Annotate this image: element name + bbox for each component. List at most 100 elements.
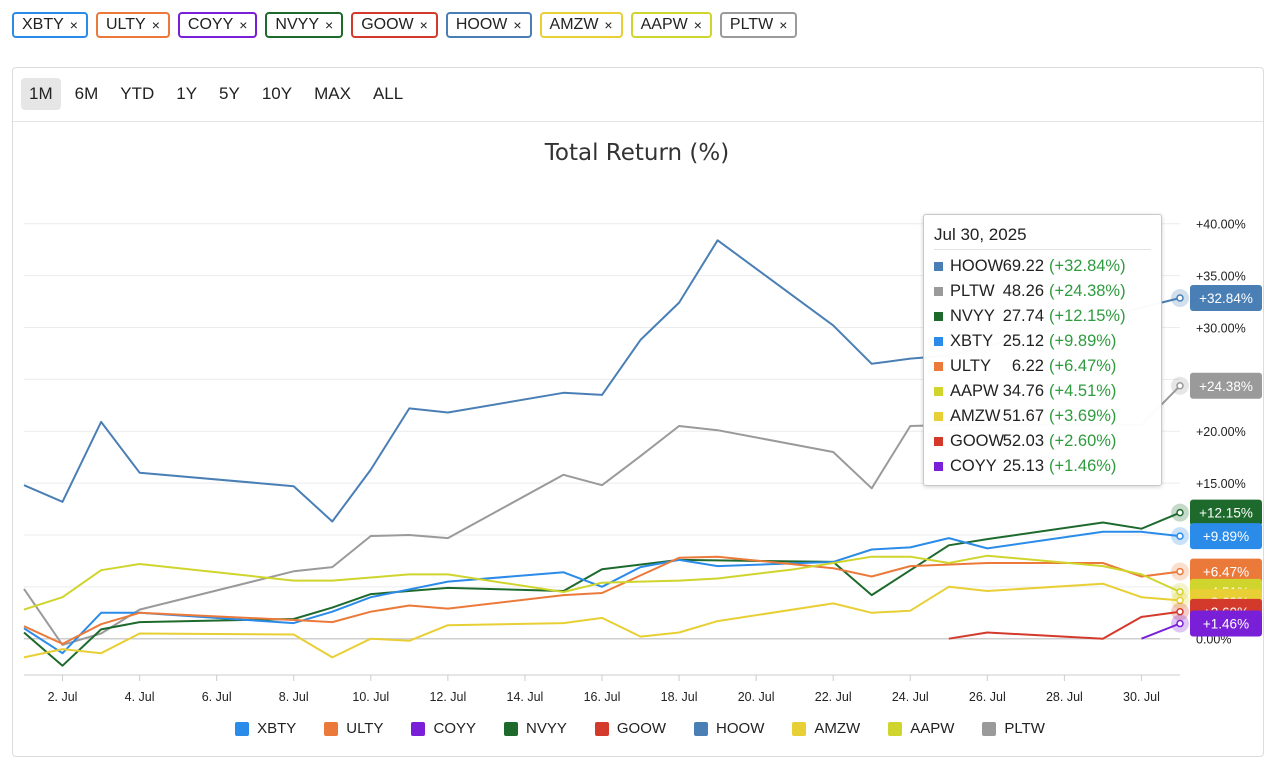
chart-panel: 1M 6M YTD 1Y 5Y 10Y MAX ALL xyxy=(12,67,1264,757)
x-tick-label: 22. Jul xyxy=(815,690,852,704)
tooltip-symbol: GOOW xyxy=(950,432,1005,450)
ticker-chip-label: HOOW xyxy=(455,16,508,33)
legend-item-ulty[interactable]: ULTY xyxy=(324,720,383,737)
tooltip-symbol: HOOW xyxy=(950,257,1004,275)
ticker-chip-xbty[interactable]: XBTY × xyxy=(12,12,88,38)
series-end-label: +6.47% xyxy=(1203,565,1249,580)
tooltip-row: NVYY 27.74 (+12.15%) xyxy=(934,304,1151,329)
series-line-ulty xyxy=(23,555,1181,645)
legend-swatch xyxy=(888,721,903,736)
legend-label: NVYY xyxy=(526,720,567,737)
x-tick-label: 28. Jul xyxy=(1046,690,1083,704)
range-button-1m[interactable]: 1M xyxy=(21,78,61,110)
x-tick-label: 12. Jul xyxy=(429,690,466,704)
tooltip-symbol: ULTY xyxy=(950,357,991,375)
x-tick-label: 24. Jul xyxy=(892,690,929,704)
tooltip-value: 48.26 xyxy=(1002,282,1044,300)
close-icon[interactable]: × xyxy=(513,17,522,33)
series-end-point xyxy=(1176,619,1184,628)
ticker-chip-coyy[interactable]: COYY × xyxy=(177,12,258,38)
range-button-max[interactable]: MAX xyxy=(314,84,351,103)
series-end-label-bg xyxy=(1190,285,1262,312)
close-icon[interactable]: × xyxy=(419,17,428,33)
close-icon[interactable]: × xyxy=(325,17,334,33)
tooltip-value: 34.76 xyxy=(1002,382,1044,400)
ticker-chip-label: NVYY xyxy=(275,16,319,33)
ticker-chip-goow[interactable]: GOOW × xyxy=(351,12,438,38)
chart-tooltip: Jul 30, 2025 HOOW 69.22 (+32.84%) PLTW 48.26… xyxy=(923,214,1162,486)
close-icon[interactable]: × xyxy=(239,17,248,33)
series-line-pltw xyxy=(23,385,1181,646)
range-button-6m[interactable]: 6M xyxy=(74,84,99,103)
close-icon[interactable]: × xyxy=(151,17,160,33)
tooltip-swatch xyxy=(934,387,943,396)
range-button-1y[interactable]: 1Y xyxy=(176,84,198,103)
x-tick-label: 26. Jul xyxy=(969,690,1006,704)
legend-item-nvyy[interactable]: NVYY xyxy=(504,720,567,737)
legend-label: XBTY xyxy=(257,720,297,737)
legend-item-goow[interactable]: GOOW xyxy=(594,720,666,737)
ticker-chip-label: ULTY xyxy=(105,16,146,33)
series-end-point xyxy=(1176,607,1184,616)
range-button-all[interactable]: ALL xyxy=(372,84,404,103)
close-icon[interactable]: × xyxy=(693,17,702,33)
legend-item-pltw[interactable]: PLTW xyxy=(982,720,1045,737)
range-button-10y[interactable]: 10Y xyxy=(261,84,293,103)
series-end-label: +1.46% xyxy=(1203,617,1249,632)
ticker-chip-hoow[interactable]: HOOW × xyxy=(445,12,532,38)
ticker-chip-aapw[interactable]: AAPW × xyxy=(630,12,712,38)
ticker-chip-nvyy[interactable]: NVYY × xyxy=(265,12,344,38)
tooltip-value: 25.13 xyxy=(1002,457,1044,475)
series-end-label-bg xyxy=(1190,523,1262,550)
tooltip-row: GOOW 52.03 (+2.60%) xyxy=(934,429,1151,454)
tooltip-value: 52.03 xyxy=(1002,432,1044,450)
legend-item-hoow[interactable]: HOOW xyxy=(694,720,764,737)
x-tick-label: 20. Jul xyxy=(738,690,775,704)
series-line-hoow xyxy=(23,239,1181,523)
tooltip-symbol: NVYY xyxy=(950,307,995,325)
tooltip-swatch xyxy=(934,362,943,371)
legend-item-coyy[interactable]: COYY xyxy=(411,720,476,737)
ticker-chip-label: AMZW xyxy=(549,16,599,33)
x-tick-label: 30. Jul xyxy=(1123,690,1160,704)
panel-divider xyxy=(13,121,1263,122)
ticker-chip-pltw[interactable]: PLTW × xyxy=(719,12,798,38)
legend-item-aapw[interactable]: AAPW xyxy=(888,720,954,737)
legend-label: ULTY xyxy=(346,720,384,737)
ticker-chip-ulty[interactable]: ULTY × xyxy=(95,12,170,38)
x-tick-label: 18. Jul xyxy=(661,690,698,704)
legend-label: AAPW xyxy=(910,720,955,737)
tooltip-change: (+32.84%) xyxy=(1049,257,1126,275)
legend-label: COYY xyxy=(433,720,476,737)
ticker-chip-label: PLTW xyxy=(729,16,774,33)
legend-label: AMZW xyxy=(814,720,861,737)
legend-swatch xyxy=(235,721,250,736)
range-button-5y[interactable]: 5Y xyxy=(219,84,240,103)
close-icon[interactable]: × xyxy=(604,17,613,33)
x-tick-label: 2. Jul xyxy=(48,690,78,704)
range-button-ytd[interactable]: YTD xyxy=(120,84,155,103)
legend-item-amzw[interactable]: AMZW xyxy=(792,720,860,737)
legend-swatch xyxy=(504,721,518,736)
tooltip-row: HOOW 69.22 (+32.84%) xyxy=(934,254,1151,279)
tooltip-symbol: AAPW xyxy=(950,382,999,400)
series-end-label: +24.38% xyxy=(1199,379,1253,394)
legend-item-xbty[interactable]: XBTY xyxy=(235,720,296,737)
x-tick-label: 4. Jul xyxy=(125,690,155,704)
tooltip-symbol: PLTW xyxy=(950,282,995,300)
close-icon[interactable]: × xyxy=(69,17,78,33)
legend-swatch xyxy=(411,721,426,736)
tooltip-date: Jul 30, 2025 xyxy=(934,225,1151,250)
series-end-point xyxy=(1176,567,1184,576)
ticker-chip-amzw[interactable]: AMZW × xyxy=(539,12,623,38)
series-line-amzw xyxy=(23,582,1181,659)
x-tick-label: 6. Jul xyxy=(202,690,232,704)
series-end-label: +32.84% xyxy=(1199,291,1253,306)
x-tick-label: 16. Jul xyxy=(584,690,621,704)
series-end-point xyxy=(1176,532,1184,540)
series-end-point xyxy=(1176,596,1184,605)
y-tick-label: +40.00% xyxy=(1196,218,1246,232)
tooltip-value: 69.22 xyxy=(1002,257,1044,275)
close-icon[interactable]: × xyxy=(779,17,788,33)
tooltip-swatch xyxy=(934,412,943,421)
